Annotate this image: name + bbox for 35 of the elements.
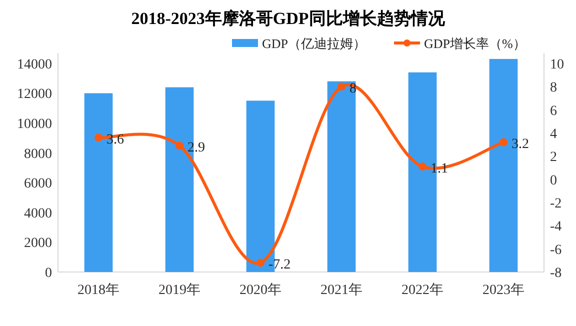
y2-tick-label: -4 <box>550 220 562 235</box>
point <box>256 258 264 267</box>
data-label: 1.1 <box>430 162 448 177</box>
y2-tick-label: 8 <box>550 80 557 96</box>
point <box>338 82 346 91</box>
y2-tick-label: -2 <box>550 196 562 212</box>
y-tick-label: 12000 <box>17 87 52 102</box>
legend-label: GDP增长率（%） <box>424 36 526 51</box>
y-tick-label: 2000 <box>24 236 52 252</box>
x-tick-label: 2023年 <box>482 282 524 298</box>
point <box>418 162 426 171</box>
chart-title: 2018-2023年摩洛哥GDP同比增长趋势情况 <box>131 9 446 28</box>
y2-tick-label: 0 <box>550 173 557 188</box>
y2-tick-label: -8 <box>550 266 562 281</box>
y-tick-label: 6000 <box>24 176 52 192</box>
bar <box>327 81 356 272</box>
y2-tick-label: 10 <box>550 57 564 72</box>
y-tick-label: 4000 <box>24 206 52 222</box>
y2-tick-label: -6 <box>550 242 562 258</box>
point <box>500 138 508 146</box>
x-tick-label: 2021年 <box>320 282 362 298</box>
x-tick-label: 2019年 <box>158 282 200 298</box>
point <box>176 142 184 150</box>
y2-tick-label: 4 <box>550 126 557 142</box>
point <box>94 134 102 142</box>
x-tick-label: 2018年 <box>78 282 120 298</box>
x-tick-label: 2020年 <box>240 282 282 298</box>
x-tick-label: 2022年 <box>402 282 444 298</box>
y-tick-label: 0 <box>45 266 52 281</box>
y-tick-label: 14000 <box>17 57 52 72</box>
y-tick-label: 8000 <box>24 146 52 162</box>
y-tick-label: 10000 <box>17 117 52 132</box>
legend-label: GDP（亿迪拉姆） <box>262 36 366 51</box>
y2-tick-label: 6 <box>550 104 557 119</box>
y2-tick-label: 2 <box>550 150 557 166</box>
